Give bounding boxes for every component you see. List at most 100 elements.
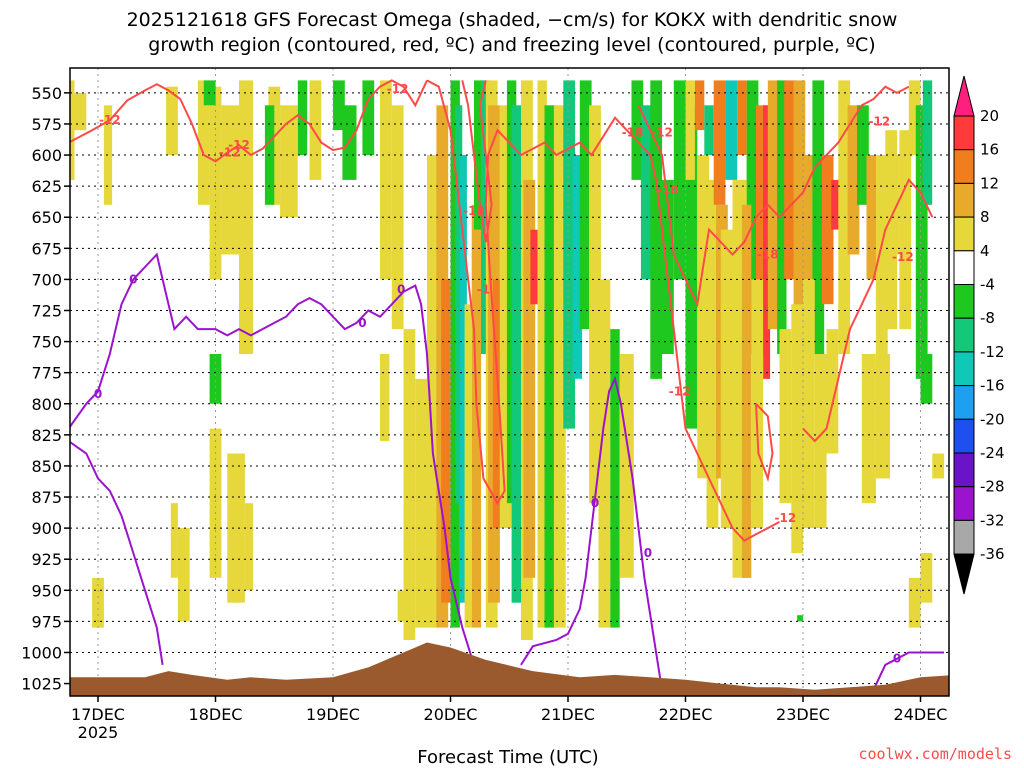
x-tick-label: 24DEC [894, 705, 948, 724]
colorbar-segment [953, 149, 975, 184]
omega-cell [391, 105, 404, 330]
y-tick-label: 1025 [21, 675, 62, 694]
colorbar-arrow-top [953, 75, 975, 117]
y-tick-label: 575 [31, 115, 62, 134]
omega-cell [831, 179, 843, 230]
omega-cell [455, 105, 463, 504]
colorbar-arrow-bottom [953, 553, 975, 595]
x-tick-label: 20DEC [424, 705, 478, 724]
plot-frame [69, 67, 950, 697]
y-tick-label: 1000 [21, 644, 62, 663]
contour-label-purple: 0 [591, 496, 599, 510]
freezing-level-lower [70, 440, 164, 666]
colorbar-segment [953, 519, 975, 555]
colorbar-label: 12 [980, 174, 999, 192]
omega-cell [763, 105, 771, 379]
omega-cell [537, 80, 547, 628]
colorbar-label: -12 [980, 343, 1005, 361]
omega-cell [908, 577, 921, 628]
omega-cell [756, 105, 768, 354]
x-year-label: 2025 [78, 723, 119, 742]
colorbar-segment [953, 182, 975, 218]
y-tick-label: 800 [31, 395, 62, 414]
contour-minus18-b [637, 85, 910, 308]
omega-cell [922, 80, 933, 205]
contour-minus12-upper [70, 79, 428, 163]
omega-cell [415, 378, 428, 628]
omega-cell [244, 503, 254, 591]
contour-label-red: -12 [387, 82, 409, 96]
freezing-level-21dec [520, 375, 663, 690]
omega-cell [915, 105, 928, 379]
contour-label-red: -12 [99, 113, 121, 127]
contour-labels: -12-12-12-12-18-18-1-12-18-12-12-18-12-1… [94, 82, 914, 666]
contour-label-red: -18 [463, 204, 485, 218]
terrain-fill [70, 642, 949, 696]
y-tick-label: 775 [31, 364, 62, 383]
contour-minus12-loop [755, 403, 774, 483]
contour-label-red: -12 [869, 115, 891, 129]
omega-cell [342, 105, 357, 180]
omega-cell [589, 105, 601, 504]
y-tick-label: 700 [31, 270, 62, 289]
grid-lines [70, 68, 949, 696]
colorbar-segment [953, 216, 975, 252]
omega-cell [464, 304, 472, 628]
omega-cell [821, 155, 834, 305]
omega-cell [673, 80, 686, 280]
omega-cell [784, 80, 796, 280]
omega-cell [209, 428, 222, 578]
omega-cell [523, 179, 536, 578]
omega-cell [826, 329, 839, 454]
colorbar-label: 8 [980, 208, 990, 226]
omega-cell [791, 304, 804, 553]
omega-cell [333, 80, 345, 131]
omega-cell [544, 105, 557, 628]
omega-cell [861, 354, 876, 504]
contour-label-purple: 0 [893, 652, 901, 666]
omega-cell [227, 453, 245, 603]
y-tick-label: 550 [31, 84, 62, 103]
y-tick-label: 975 [31, 612, 62, 631]
colorbar-label: -4 [980, 276, 995, 294]
omega-cell [506, 80, 517, 504]
contour-minus18-a [461, 80, 493, 243]
omega-cell [767, 80, 780, 330]
omega-cell [685, 105, 698, 429]
contour-label-red: -1 [477, 282, 490, 296]
contour-minus12-main [426, 79, 780, 542]
omega-cell [713, 80, 726, 205]
y-tick-label: 650 [31, 208, 62, 227]
omega-cell [362, 80, 375, 155]
colorbar-label: -16 [980, 377, 1005, 395]
contour-label-red: -12 [219, 146, 241, 160]
omega-cell [932, 453, 945, 479]
x-tick-label: 17DEC [71, 705, 125, 724]
omega-cell [793, 80, 806, 330]
colorbar-segment [953, 418, 975, 454]
colorbar-label: -32 [980, 511, 1005, 529]
omega-cell [720, 229, 733, 529]
omega-cell [197, 80, 210, 205]
contour-label-purple: 0 [94, 387, 102, 401]
y-tick-label: 750 [31, 333, 62, 352]
omega-cell [725, 80, 738, 180]
colorbar-label: 20 [980, 107, 999, 125]
omega-cell [610, 329, 620, 628]
omega-cell [704, 105, 714, 155]
omega-cell [777, 80, 787, 355]
omega-cell [866, 155, 879, 280]
omega-cell [380, 354, 390, 441]
colorbar-label: -24 [980, 444, 1005, 462]
omega-cell [70, 80, 75, 180]
colorbar-label: 16 [980, 141, 999, 159]
colorbar-label: -20 [980, 410, 1005, 428]
omega-cell [908, 80, 921, 155]
contour-lines [70, 79, 944, 691]
y-tick-label: 825 [31, 426, 62, 445]
omega-cell [221, 105, 239, 255]
y-tick-label: 925 [31, 550, 62, 569]
omega-cell [920, 354, 933, 404]
contour-label-red: -12 [775, 511, 797, 525]
omega-cell [579, 80, 592, 330]
